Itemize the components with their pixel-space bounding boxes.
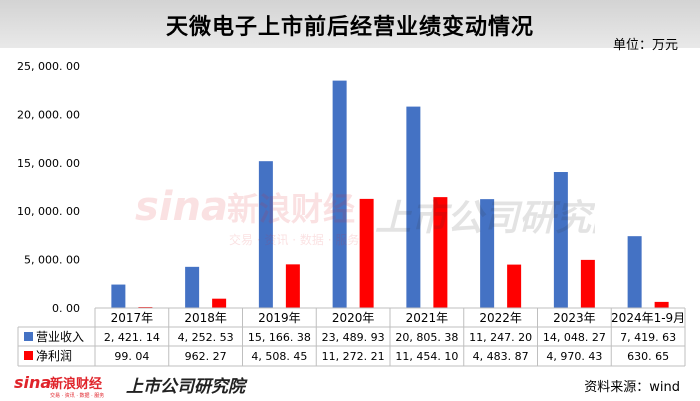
profit-bar: [433, 197, 448, 308]
x-category-label: 2020年: [332, 311, 375, 325]
profit-bar: [359, 198, 374, 308]
revenue-bar: [332, 80, 347, 308]
y-tick-label: 25, 000. 00: [17, 60, 80, 73]
profit-bar: [507, 264, 522, 308]
legend-swatch: [24, 332, 33, 341]
bar-group: [111, 80, 669, 309]
data-label: 20, 805. 38: [395, 331, 458, 344]
y-tick-label: 20, 000. 00: [17, 108, 80, 121]
revenue-bar: [627, 236, 642, 308]
data-label: 11, 454. 10: [395, 350, 458, 363]
x-category-label: 2023年: [553, 311, 596, 325]
profit-bar: [580, 259, 595, 308]
revenue-bar: [480, 199, 495, 308]
data-table: 2017年 2018年 2019年 2020年 2021年 2022年 2023年 2024年…: [17, 307, 686, 367]
data-label: 23, 489. 93: [322, 331, 385, 344]
chart-title: 天微电子上市前后经营业绩变动情况: [165, 15, 534, 40]
data-label: 14, 048. 27: [543, 331, 606, 344]
y-tick-label: 0. 00: [52, 302, 80, 315]
x-category-label: 2022年: [479, 311, 522, 325]
y-axis: 0. 00 5, 000. 00 10, 000. 00 15, 000. 00 20,…: [17, 60, 80, 315]
y-tick-label: 15, 000. 00: [17, 157, 80, 170]
x-category-label: 2021年: [406, 311, 449, 325]
data-label: 11, 272. 21: [322, 350, 385, 363]
data-label: 15, 166. 38: [248, 331, 311, 344]
revenue-bar: [185, 266, 200, 308]
profit-bar: [212, 298, 227, 308]
x-category-label: 2017年: [111, 311, 154, 325]
profit-bar: [654, 301, 669, 308]
y-tick-label: 5, 000. 00: [24, 254, 80, 267]
title-band: [0, 0, 700, 48]
data-label: 4, 483. 87: [473, 350, 529, 363]
sina-logo: sina 新浪财经 交易 · 资讯 · 数据 · 服务 上市公司研究院: [14, 373, 248, 399]
x-category-label: 2019年: [258, 311, 301, 325]
data-label: 99. 04: [114, 350, 149, 363]
revenue-bar: [258, 161, 273, 308]
data-label: 962. 27: [185, 350, 227, 363]
data-label: 630. 65: [627, 350, 669, 363]
unit-label: 单位：万元: [612, 38, 678, 53]
y-tick-label: 10, 000. 00: [17, 205, 80, 218]
legend-label: 营业收入: [36, 330, 84, 344]
revenue-bar: [553, 172, 568, 308]
logo-sina-sub: 交易 · 资讯 · 数据 · 服务: [50, 392, 104, 399]
legend-swatch: [24, 351, 33, 360]
data-label: 7, 419. 63: [620, 331, 676, 344]
data-label: 11, 247. 20: [469, 331, 532, 344]
source-note: 资料来源：wind: [584, 380, 680, 395]
logo-research: 上市公司研究院: [126, 377, 248, 397]
data-label: 4, 508. 45: [251, 350, 307, 363]
legend-label: 净利润: [36, 349, 72, 363]
data-label: 2, 421. 14: [104, 331, 160, 344]
logo-sina-name: 新浪财经: [50, 376, 102, 392]
revenue-bar: [111, 284, 126, 308]
data-label: 4, 970. 43: [546, 350, 602, 363]
logo-sina-brand: sina: [14, 373, 51, 392]
x-category-label: 2024年1-9月: [611, 311, 685, 325]
revenue-bar: [406, 106, 421, 309]
data-label: 4, 252. 53: [178, 331, 234, 344]
profit-bar: [285, 264, 300, 308]
x-category-label: 2018年: [184, 311, 227, 325]
